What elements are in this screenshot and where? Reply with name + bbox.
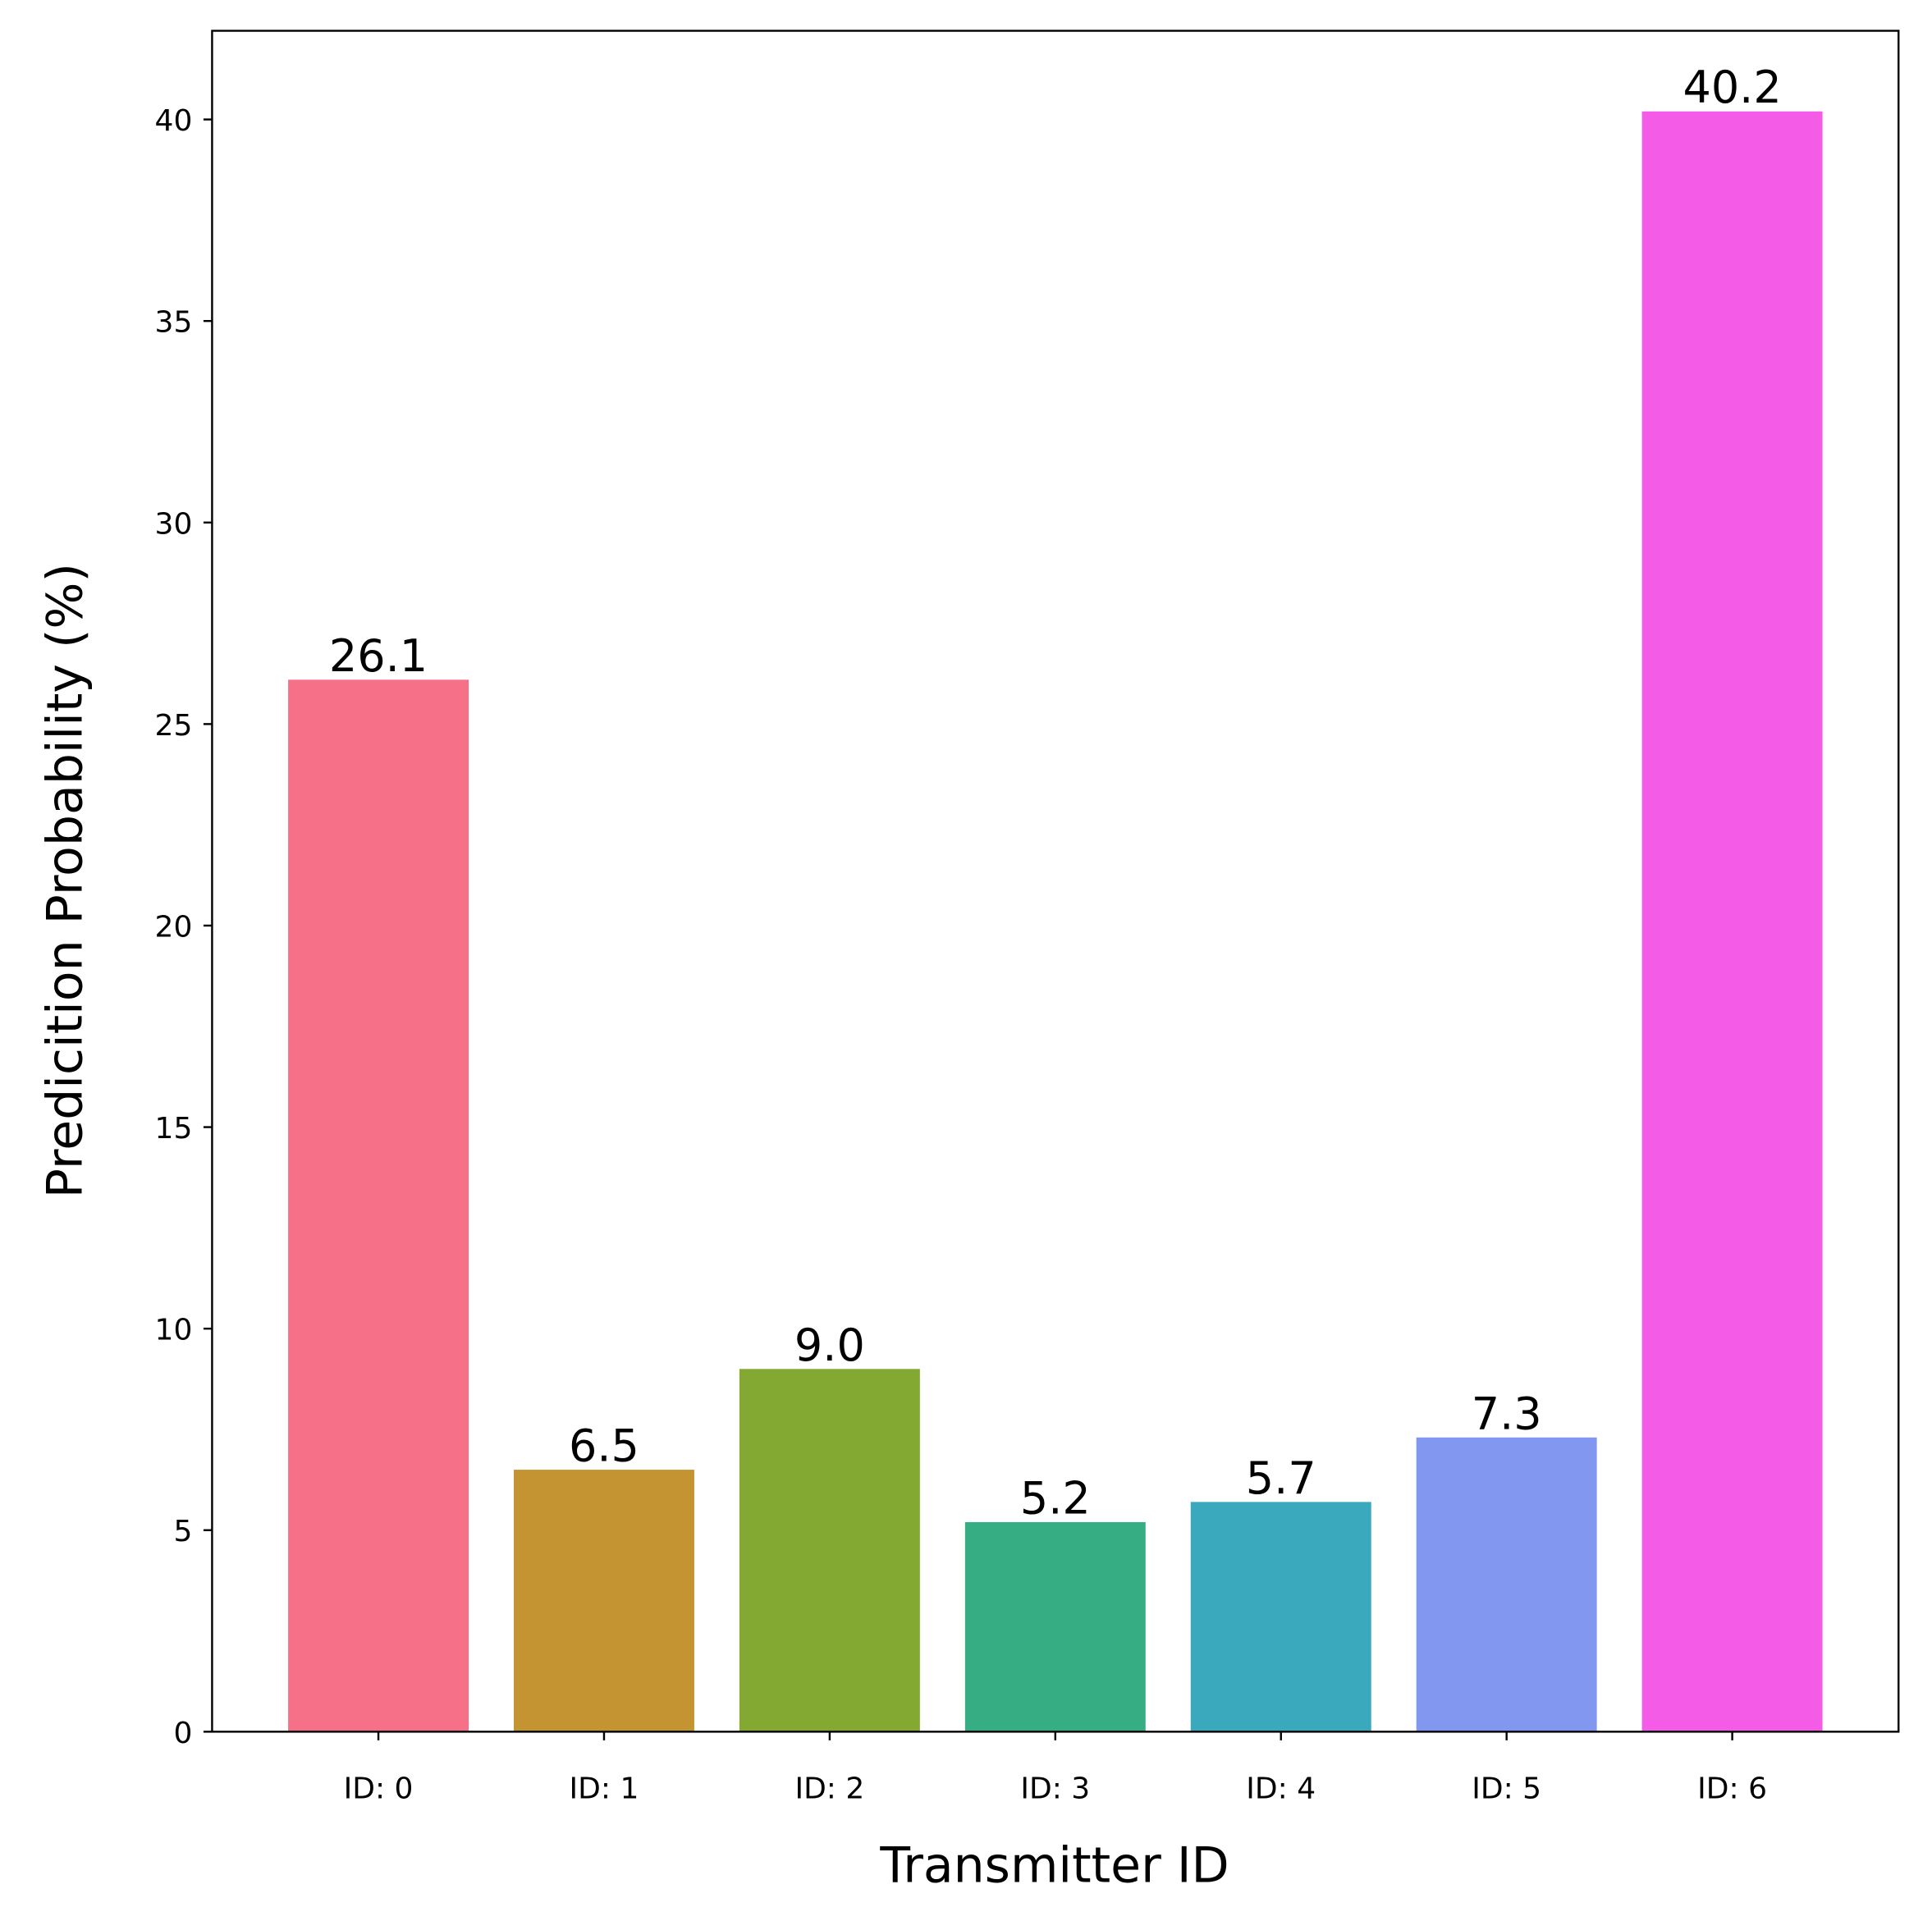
x-axis-label: Transmitter ID <box>879 1836 1229 1894</box>
y-tick-label-0: 0 <box>173 1717 192 1750</box>
bar-4 <box>1190 1502 1371 1732</box>
y-tick-label-7: 35 <box>155 306 193 340</box>
bar-2 <box>739 1369 920 1732</box>
bar-0 <box>288 679 469 1732</box>
y-tick-label-3: 15 <box>155 1112 193 1146</box>
value-label-3: 5.2 <box>1020 1472 1091 1524</box>
y-tick-label-8: 40 <box>155 104 193 138</box>
value-label-4: 5.7 <box>1246 1452 1316 1504</box>
x-tick-label-0: ID: 0 <box>344 1772 414 1805</box>
value-label-1: 6.5 <box>569 1420 639 1472</box>
bar-5 <box>1416 1437 1597 1732</box>
y-axis: 0 5 10 15 20 25 30 35 40 <box>155 104 213 1750</box>
bars-group <box>288 111 1823 1732</box>
y-tick-label-1: 5 <box>173 1515 192 1548</box>
x-tick-label-1: ID: 1 <box>570 1772 639 1805</box>
value-label-6: 40.2 <box>1682 62 1781 113</box>
y-tick-label-4: 20 <box>155 910 193 944</box>
bar-3 <box>964 1521 1146 1732</box>
x-tick-label-3: ID: 3 <box>1020 1772 1090 1805</box>
x-axis: ID: 0 ID: 1 ID: 2 ID: 3 ID: 4 ID: 5 ID: 6 <box>344 1731 1767 1805</box>
y-tick-label-6: 30 <box>155 507 193 541</box>
x-tick-label-5: ID: 5 <box>1472 1772 1541 1805</box>
bar-6 <box>1641 111 1823 1732</box>
x-tick-label-6: ID: 6 <box>1697 1772 1767 1805</box>
value-label-2: 9.0 <box>794 1319 865 1371</box>
plot-frame <box>211 30 1900 1733</box>
y-axis-label: Predicition Probability (%) <box>36 563 94 1198</box>
value-label-0: 26.1 <box>329 630 428 682</box>
value-label-5: 7.3 <box>1472 1388 1542 1439</box>
bar-1 <box>513 1470 694 1732</box>
y-tick-label-2: 10 <box>155 1314 193 1347</box>
y-tick-label-5: 25 <box>155 709 193 743</box>
x-tick-label-2: ID: 2 <box>794 1772 864 1805</box>
value-labels-group: 26.1 6.5 9.0 5.2 5.7 7.3 40.2 <box>329 62 1782 1524</box>
x-tick-label-4: ID: 4 <box>1246 1772 1316 1805</box>
